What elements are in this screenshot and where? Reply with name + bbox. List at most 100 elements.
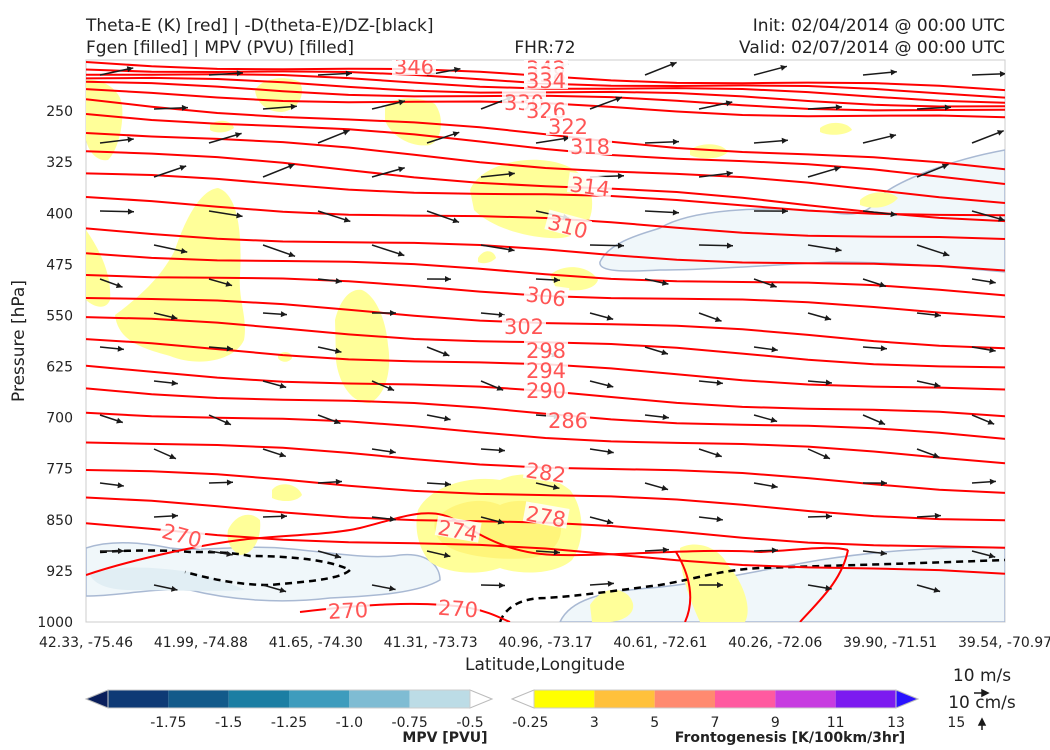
fgen-region-4 [335,289,390,404]
wind-arrow [862,345,887,352]
stability-contour-1 [99,549,353,587]
colorbar-segment [409,690,470,708]
wind-arrow [480,516,505,525]
theta-e-contour-line [86,196,1005,240]
colorbar-segment [469,689,494,709]
wind-arrow [916,380,941,388]
fgen-region-10 [590,589,634,622]
colorbar-segment [510,689,535,709]
colorbar-segment [84,689,109,709]
stability-contour-2 [498,558,1005,622]
theta-e-labels: 3463423383343303263223183143103063022982… [158,60,614,623]
wind-arrow [971,210,1005,222]
wind-arrow [208,132,242,144]
wind-arrow [644,546,670,553]
theta-e-contour-line [86,172,1005,217]
fgen-region-15 [860,192,898,208]
wind-arrow [753,137,788,144]
colorbar-segment [654,690,715,708]
wind-arrow [153,104,189,111]
x-tick-label: 41.99, -74.88 [154,635,248,651]
wind-arrow [698,448,723,458]
wind-arrow [535,482,560,490]
wind-arrow [698,379,723,386]
colorbar-fgen-title: Frontogenesis [K/100km/3hr] [675,730,905,746]
wind-arrow [262,380,287,389]
wind-arrow [589,96,623,110]
wind-arrow [698,170,733,178]
title-right-2: Valid: 02/07/2014 @ 00:00 UTC [739,38,1005,58]
wind-arrow [317,478,343,485]
y-axis-label: Pressure [hPa] [9,280,29,402]
wind-arrow [916,584,941,593]
colorbar-tick-label: 7 [711,715,720,731]
y-tick-label: 625 [46,360,73,376]
wind-arrow [916,163,949,178]
wind-arrow [153,512,179,519]
wind-arrow [916,104,951,111]
wind-arrow [862,133,897,144]
wind-arrow [644,278,669,286]
colorbar-tick-label: -1.25 [271,715,307,731]
wind-arrow [644,138,680,145]
wind-arrow [153,380,178,386]
stability-contours [99,549,1005,622]
y-tick-label: 700 [46,411,73,427]
wind-arrow [971,478,996,485]
y-tick-label: 775 [46,462,73,478]
wind-arrow [862,480,888,487]
wind-arrow [807,513,833,520]
wind-arrow [317,278,342,284]
wind-arrow [99,66,134,76]
y-tick-label: 250 [46,104,73,120]
wind-arrow [971,278,996,285]
wind-arrow [753,482,778,490]
colorbar-tick-label: 9 [771,715,780,731]
theta-e-contour-line [86,113,1005,185]
x-tick-label: 41.65, -74.30 [269,635,363,651]
theta-e-label: 282 [524,458,567,487]
wind-arrow [916,244,950,257]
colorbar-mpv-title: MPV [PVU] [402,730,487,746]
wind-arrow [99,208,135,215]
wind-arrow [153,244,188,254]
wind-arrow [753,278,777,288]
wind-arrow [317,550,342,559]
wind-arrow [371,99,406,110]
wind-arrow [807,104,842,111]
title-center: FHR:72 [514,38,575,58]
wind-arrow [862,210,897,218]
colorbar-segment [349,690,410,708]
wind-arrow [99,547,125,554]
wind-arrow [262,448,287,458]
wind-arrow [698,100,733,110]
title-right-1: Init: 02/04/2014 @ 00:00 UTC [753,16,1005,36]
colorbar-mpv: -1.75 -1.5 -1.25 -1.0 -0.75 -0.5 -0.25 [84,689,548,731]
theta-e-label: 318 [570,135,610,159]
colorbar-segment [715,690,776,708]
wind-arrow [99,136,134,144]
wind-arrow [807,244,842,253]
wind-arrow [371,380,395,392]
wind-arrow [589,580,614,587]
colorbar-segment [895,689,920,709]
colorbar-segment [835,690,896,708]
fgen-region-17 [478,251,496,264]
wind-arrow [208,70,243,77]
y-tick-label: 400 [46,206,73,222]
wind-arrow [371,244,405,257]
mpv-region-lower-left-darker [90,567,245,591]
x-tick-label: 40.96, -73.17 [498,635,592,651]
wind-arrow [317,346,342,354]
wind-arrow [208,210,243,219]
wind-arrow [698,516,723,523]
wind-arrow [589,312,614,321]
theta-e-contour-line [86,150,1005,223]
wind-arrow [317,70,352,77]
theta-e-label: 270 [437,596,479,623]
x-tick-label: 41.31, -73.73 [384,635,478,651]
fgen-region-8 [550,267,598,291]
wind-arrow [317,210,351,223]
theta-e-label: 302 [504,315,544,339]
